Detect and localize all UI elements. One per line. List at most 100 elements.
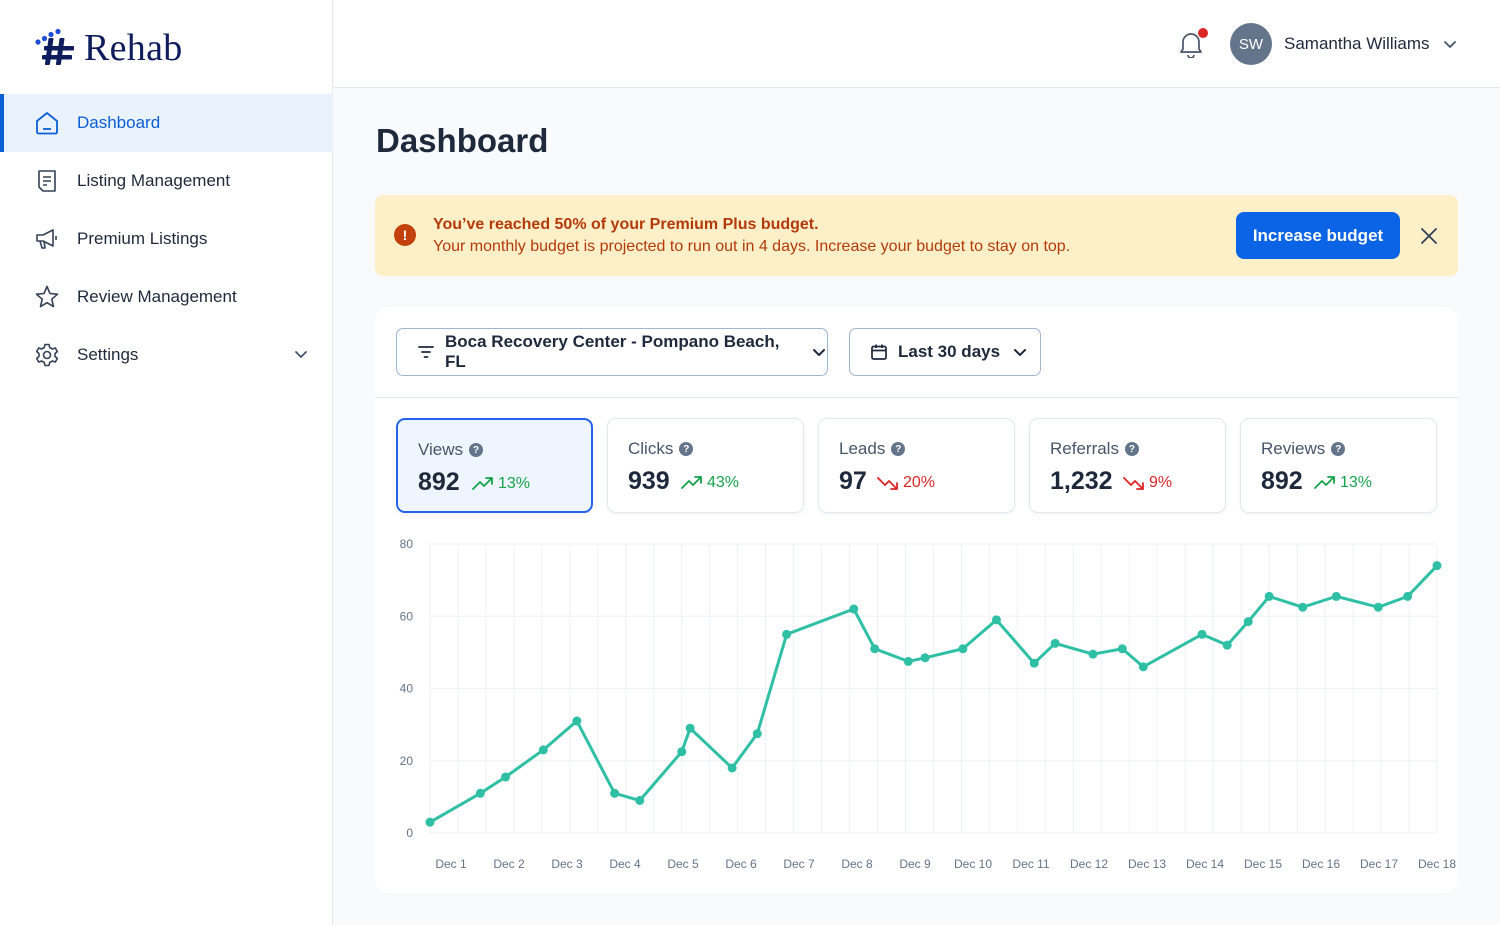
- stat-value: 97: [839, 467, 867, 495]
- star-icon: [34, 284, 60, 310]
- data-point: [920, 653, 930, 663]
- x-tick-label: Dec 9: [899, 857, 931, 871]
- stat-change: 43%: [681, 474, 739, 492]
- stat-change-text: 13%: [498, 475, 531, 492]
- y-tick-label: 80: [400, 537, 414, 551]
- filter-icon: [417, 343, 435, 361]
- stat-change-text: 13%: [1340, 474, 1373, 491]
- data-point: [1331, 591, 1341, 601]
- x-tick-label: Dec 1: [435, 857, 467, 871]
- sidebar-item-label: Premium Listings: [77, 229, 208, 248]
- stat-change: 13%: [1314, 474, 1372, 492]
- sidebar-item-settings[interactable]: Settings: [0, 326, 333, 384]
- x-tick-label: Dec 5: [667, 857, 699, 871]
- data-point: [1117, 644, 1127, 654]
- sidebar-item-listing-management[interactable]: Listing Management: [0, 152, 333, 210]
- x-tick-label: Dec 18: [1418, 857, 1456, 871]
- data-point: [1088, 649, 1098, 659]
- stat-card-leads[interactable]: Leads? 97 20%: [818, 418, 1015, 513]
- date-range-label: Last 30 days: [898, 342, 1001, 361]
- increase-budget-button[interactable]: Increase budget: [1236, 212, 1400, 259]
- data-point: [870, 644, 880, 654]
- data-point: [1197, 629, 1207, 639]
- x-tick-label: Dec 10: [954, 857, 992, 871]
- stat-change-text: 20%: [903, 474, 936, 491]
- x-tick-label: Dec 13: [1128, 857, 1166, 871]
- stat-card-views[interactable]: Views? 892 13%: [396, 418, 593, 513]
- stat-change-text: 43%: [707, 474, 740, 491]
- close-icon[interactable]: [1418, 225, 1440, 247]
- y-tick-label: 20: [400, 754, 414, 768]
- divider: [375, 397, 1458, 398]
- x-tick-label: Dec 17: [1360, 857, 1398, 871]
- megaphone-icon: [34, 226, 60, 252]
- x-tick-label: Dec 11: [1012, 857, 1049, 871]
- data-point: [677, 747, 687, 757]
- views-line-chart: 0 20 40 60 80 Dec 1 Dec 2 Dec 3 Dec 4 Dec 5 Dec 6 D…: [400, 537, 1457, 871]
- data-point: [1264, 591, 1274, 601]
- data-point: [1029, 658, 1039, 668]
- help-icon[interactable]: ?: [1124, 442, 1139, 456]
- sidebar-item-review-management[interactable]: Review Management: [0, 268, 333, 326]
- x-tick-label: Dec 4: [609, 857, 641, 871]
- x-tick-label: Dec 3: [551, 857, 583, 871]
- chevron-down-icon[interactable]: [1442, 36, 1458, 57]
- location-filter-label: Boca Recovery Center - Pompano Beach, FL: [445, 332, 780, 371]
- data-point: [958, 644, 968, 654]
- x-tick-label: Dec 14: [1186, 857, 1224, 871]
- data-point: [475, 788, 485, 798]
- data-point: [1243, 617, 1253, 627]
- gear-icon: [34, 342, 60, 368]
- stat-label: Reviews?: [1261, 439, 1346, 459]
- sidebar-item-premium-listings[interactable]: Premium Listings: [0, 210, 333, 268]
- stat-value: 892: [418, 468, 460, 496]
- stat-label-text: Views: [418, 440, 464, 459]
- chevron-down-icon[interactable]: [293, 346, 309, 367]
- data-point: [1222, 640, 1232, 650]
- avatar[interactable]: SW: [1230, 23, 1272, 65]
- x-tick-label: Dec 8: [841, 857, 873, 871]
- stat-label-text: Clicks: [628, 439, 674, 458]
- data-point: [1432, 561, 1442, 571]
- stat-card-reviews[interactable]: Reviews? 892 13%: [1240, 418, 1437, 513]
- calendar-icon: [870, 343, 888, 361]
- bell-icon[interactable]: [1178, 30, 1204, 59]
- help-icon[interactable]: ?: [679, 442, 694, 456]
- alert-body: Your monthly budget is projected to run …: [433, 238, 1071, 255]
- sidebar-item-label: Review Management: [77, 287, 237, 306]
- help-icon[interactable]: ?: [1331, 442, 1346, 456]
- y-tick-label: 60: [400, 609, 414, 623]
- data-point: [685, 723, 695, 733]
- trend-up-icon: [472, 477, 493, 490]
- top-header: SW Samantha Williams: [334, 0, 1500, 88]
- sidebar-item-dashboard[interactable]: Dashboard: [0, 94, 333, 152]
- data-point: [991, 615, 1001, 625]
- date-range-filter[interactable]: Last 30 days: [849, 328, 1041, 376]
- stat-card-clicks[interactable]: Clicks? 939 43%: [607, 418, 804, 513]
- sidebar-item-label: Settings: [77, 345, 139, 364]
- rehab-logo-icon: [35, 28, 74, 65]
- location-filter[interactable]: Boca Recovery Center - Pompano Beach, FL: [396, 328, 828, 376]
- y-tick-label: 0: [406, 826, 413, 840]
- stat-value: 939: [628, 467, 670, 495]
- stat-label: Views?: [418, 440, 484, 460]
- user-name[interactable]: Samantha Williams: [1284, 34, 1430, 53]
- stat-card-referrals[interactable]: Referrals? 1,232 9%: [1029, 418, 1226, 513]
- x-tick-label: Dec 15: [1244, 857, 1282, 871]
- clipboard-list-icon: [34, 168, 60, 194]
- stat-label-text: Referrals: [1050, 439, 1119, 458]
- page-title: Dashboard: [376, 122, 549, 159]
- data-point: [727, 763, 737, 773]
- data-point: [425, 817, 435, 827]
- help-icon[interactable]: ?: [469, 443, 484, 457]
- exclamation-circle-icon: !: [394, 224, 416, 246]
- data-point: [635, 795, 645, 805]
- brand-logo[interactable]: Rehab: [34, 26, 183, 70]
- help-icon[interactable]: ?: [891, 442, 906, 456]
- sidebar-item-label: Listing Management: [77, 171, 231, 190]
- data-point: [1403, 591, 1413, 601]
- data-point: [752, 729, 762, 739]
- trend-down-icon: [877, 477, 898, 490]
- alert-title: You’ve reached 50% of your Premium Plus …: [433, 216, 819, 233]
- sidebar: Rehab Dashboard Listing Management Premi…: [0, 0, 333, 925]
